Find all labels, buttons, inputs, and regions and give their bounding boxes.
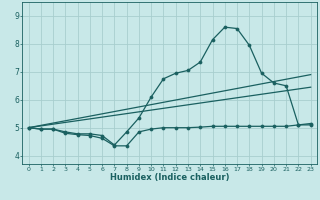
X-axis label: Humidex (Indice chaleur): Humidex (Indice chaleur) (110, 173, 229, 182)
